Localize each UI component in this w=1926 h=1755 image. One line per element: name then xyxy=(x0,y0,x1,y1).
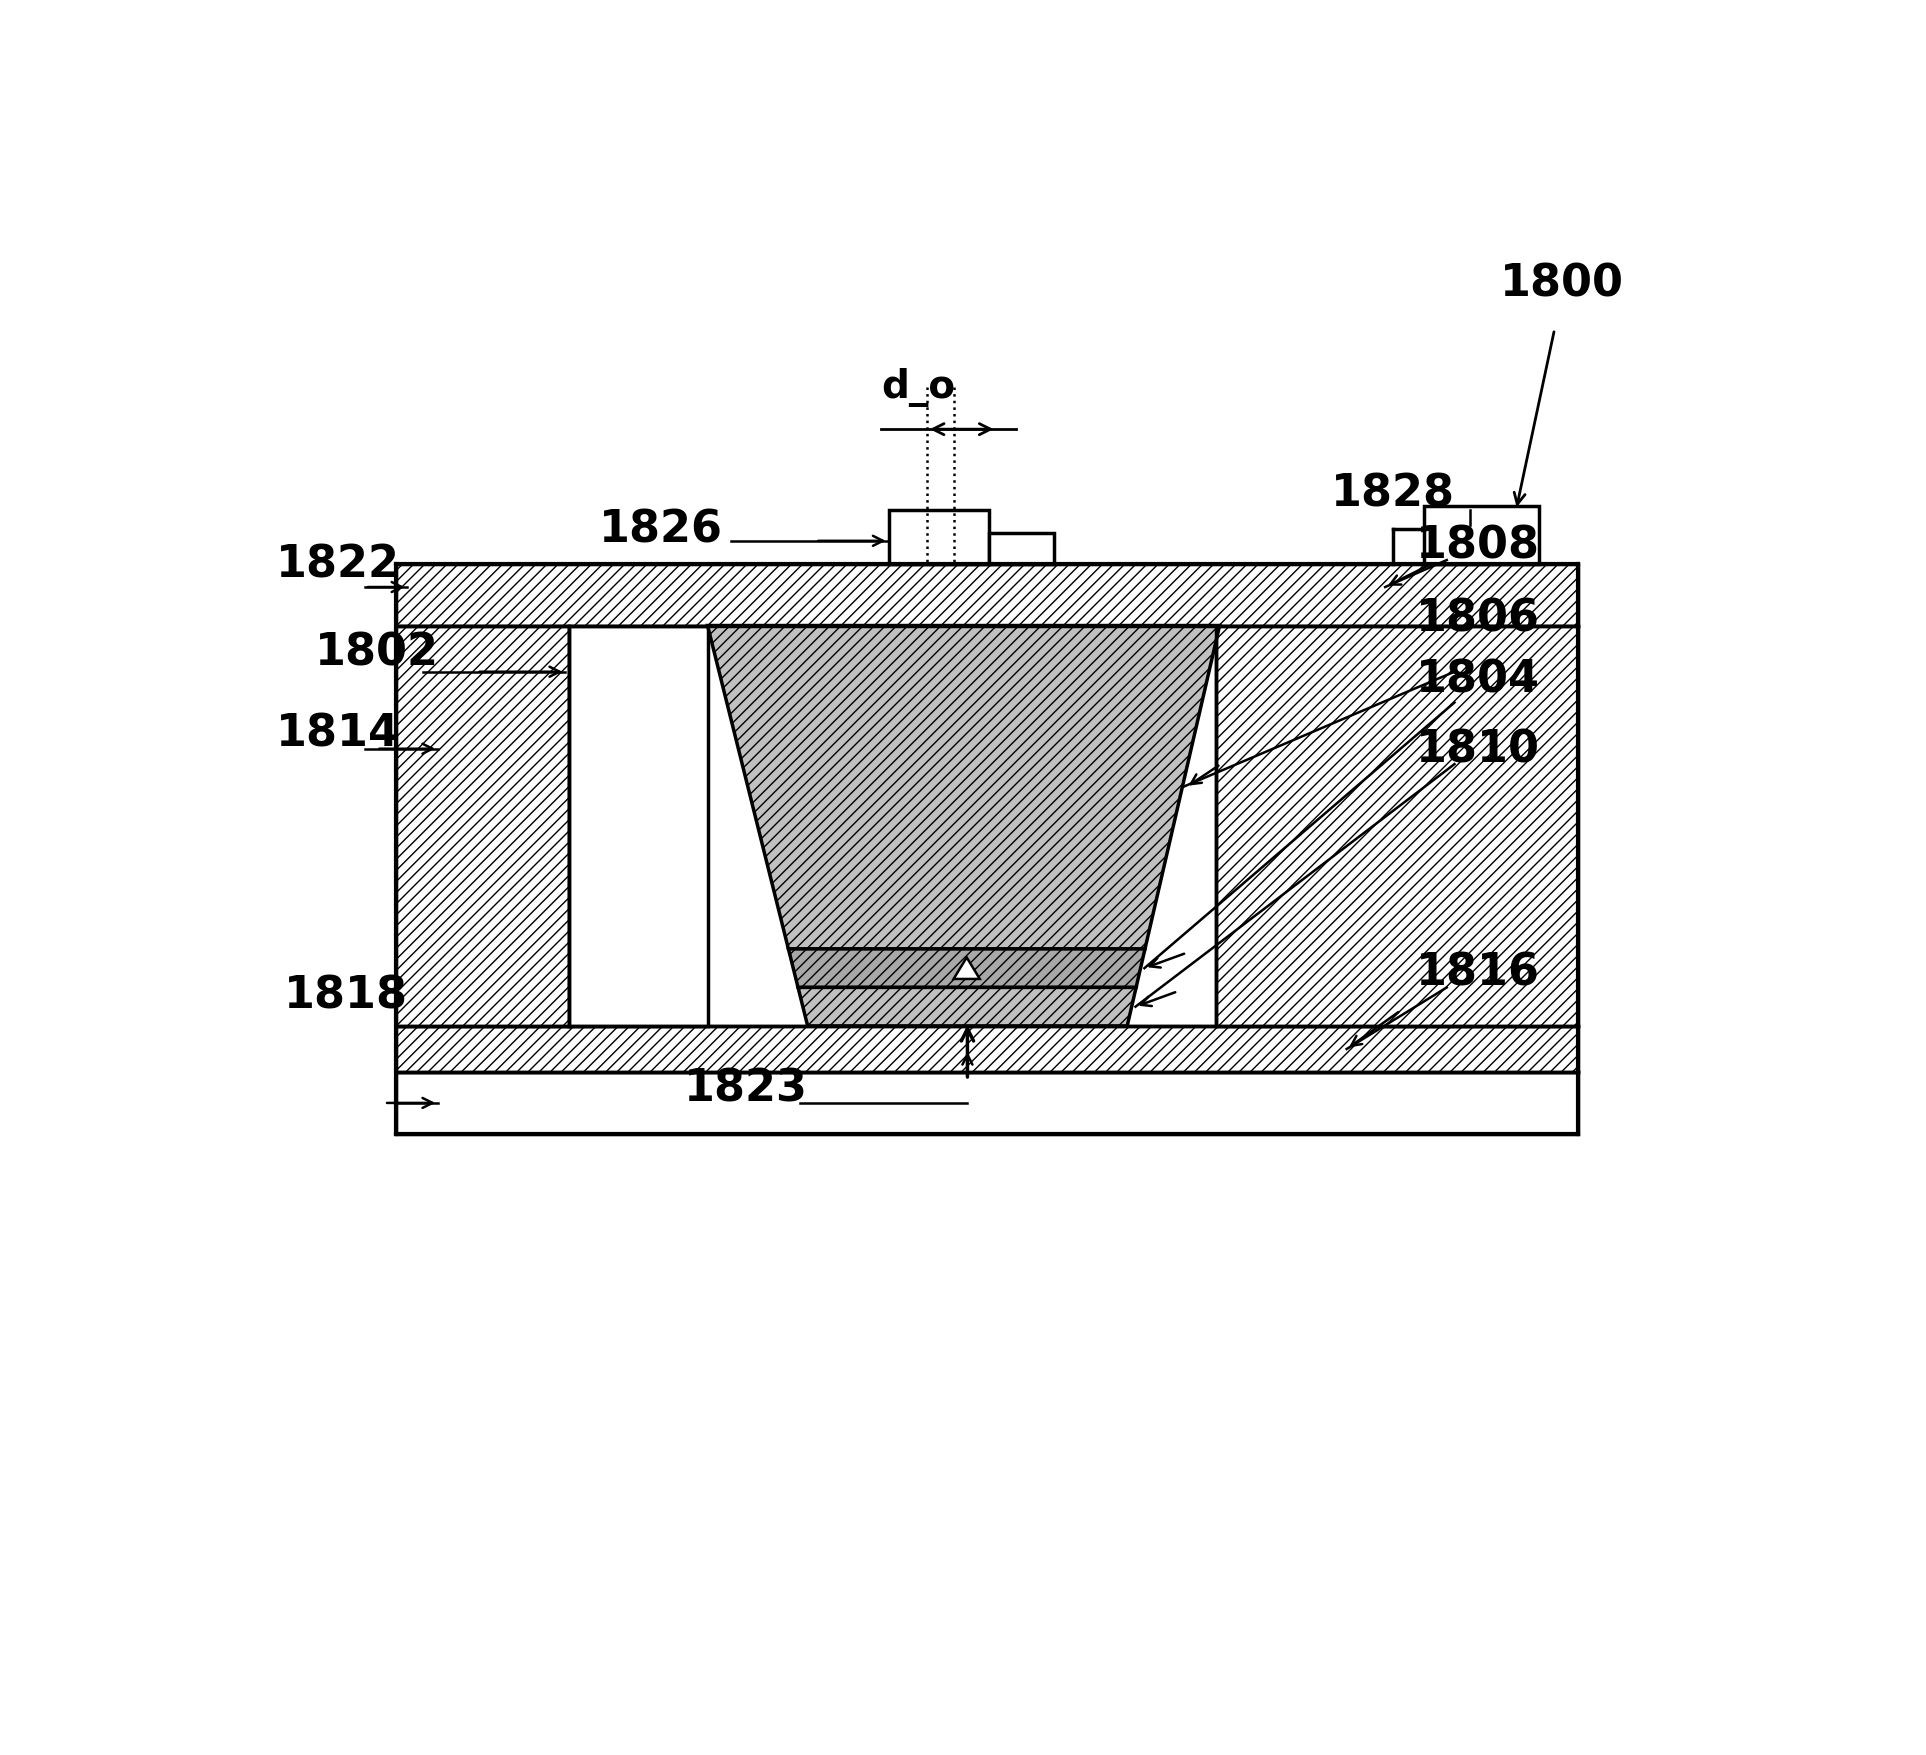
Text: 1826: 1826 xyxy=(599,509,724,551)
Text: 1810: 1810 xyxy=(1416,728,1539,770)
Text: 1800: 1800 xyxy=(1500,261,1624,305)
Bar xyxy=(395,565,1577,627)
Bar xyxy=(395,1072,1577,1134)
Text: 1828: 1828 xyxy=(1331,472,1454,516)
Bar xyxy=(395,627,568,1027)
Polygon shape xyxy=(797,988,1136,1027)
Bar xyxy=(568,627,707,1027)
Text: 1802: 1802 xyxy=(314,632,439,674)
Text: 1804: 1804 xyxy=(1416,658,1539,702)
Bar xyxy=(988,534,1054,565)
Bar xyxy=(1215,627,1577,1027)
Text: 1823: 1823 xyxy=(684,1067,809,1109)
Bar xyxy=(395,1027,1577,1072)
Text: 1818: 1818 xyxy=(283,974,408,1018)
Text: 1814: 1814 xyxy=(275,713,401,755)
Bar xyxy=(888,511,988,565)
Bar xyxy=(1423,507,1539,565)
Polygon shape xyxy=(788,949,1144,988)
Text: 1822: 1822 xyxy=(275,542,401,586)
Polygon shape xyxy=(953,958,980,979)
Text: d_o: d_o xyxy=(880,369,955,407)
Text: 1816: 1816 xyxy=(1416,951,1539,993)
Text: 1808: 1808 xyxy=(1416,525,1539,567)
Polygon shape xyxy=(707,627,1219,949)
Text: 1806: 1806 xyxy=(1416,597,1539,641)
